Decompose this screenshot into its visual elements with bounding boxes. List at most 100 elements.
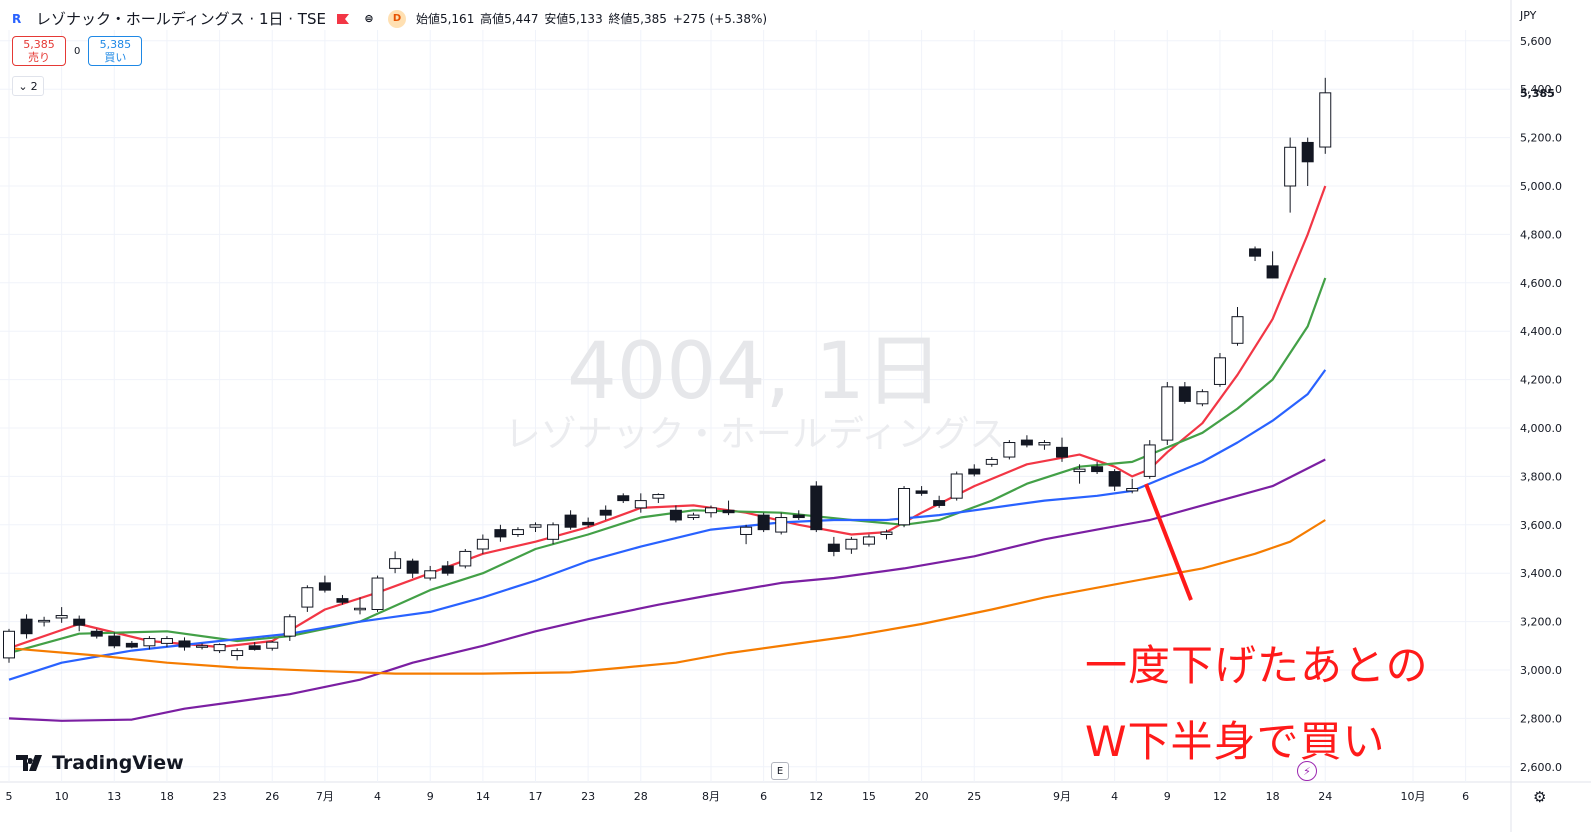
candle — [494, 524, 507, 542]
candle-body — [231, 650, 244, 656]
moving-average-line-5 — [8, 519, 1326, 675]
earnings-badge[interactable]: E — [771, 762, 789, 780]
candle-body — [389, 558, 402, 569]
gear-icon[interactable]: ⚙ — [1533, 788, 1547, 806]
sell-label: 売り — [28, 51, 50, 64]
indicators-count: 2 — [30, 79, 38, 93]
currency-label[interactable]: JPY — [1520, 9, 1537, 22]
time-tick-label: 9月 — [1053, 790, 1071, 803]
candle — [968, 464, 981, 477]
candle — [196, 643, 209, 650]
time-tick-label: 28 — [634, 790, 648, 803]
symbol-title[interactable]: レゾナック・ホールディングス · 1日 · TSE — [36, 10, 326, 28]
candle — [318, 575, 331, 593]
candle — [283, 614, 296, 641]
candle — [213, 643, 226, 654]
open-value: 始値5,161 — [415, 12, 475, 26]
candle — [1161, 382, 1174, 445]
candle-body — [266, 641, 279, 649]
sell-button[interactable]: 5,385 売り — [12, 36, 66, 66]
candle-body — [1020, 439, 1033, 446]
candle-body — [196, 645, 209, 648]
candle — [160, 636, 173, 648]
time-tick-label: 4 — [374, 790, 381, 803]
watermark-sub: レゾナック・ホールディングス — [505, 414, 1006, 455]
candle-body — [108, 635, 121, 647]
price-tick-label: 5,400.0 — [1520, 83, 1562, 96]
time-tick-label: 13 — [107, 790, 121, 803]
candle-body — [1231, 316, 1244, 344]
change-value: +275 (+5.38%) — [672, 12, 768, 26]
price-tick-label: 5,000.0 — [1520, 180, 1562, 193]
candle — [371, 575, 384, 612]
candle-body — [740, 526, 753, 535]
candle — [38, 616, 51, 627]
candle — [547, 522, 560, 545]
compare-icon[interactable]: ⊜ — [359, 9, 378, 28]
time-tick-label: 18 — [160, 790, 174, 803]
candle-body — [1108, 471, 1121, 487]
candle-body — [582, 521, 595, 526]
candle-body — [687, 514, 700, 519]
candle — [898, 486, 911, 528]
time-axis[interactable]: 5 10 13 18 23 26 7月 4 9 14 17 23 28 8月 6 12 15 20 25 9月 4 9 12… — [6, 790, 1470, 803]
candle — [1056, 437, 1068, 462]
candle — [775, 512, 788, 535]
price-tick-label: 4,400.0 — [1520, 325, 1562, 338]
candle — [1108, 469, 1121, 491]
price-axis[interactable]: 2,600.0 2,800.0 3,000.0 3,200.0 3,400.0 3,600… — [1520, 35, 1562, 774]
indicators-toggle[interactable]: ⌄ 2 — [12, 76, 44, 96]
candle-body — [1284, 146, 1297, 187]
lightning-icon[interactable]: ⚡ — [1297, 761, 1317, 781]
price-tick-label: 5,600 — [1520, 35, 1552, 48]
candle — [354, 597, 366, 615]
candle — [1249, 246, 1262, 262]
time-tick-label: 6 — [1462, 790, 1469, 803]
candle — [1020, 435, 1033, 448]
time-tick-label: 12 — [809, 790, 823, 803]
candle — [3, 628, 15, 663]
candle-body — [511, 529, 524, 535]
candle — [880, 529, 893, 540]
candle — [476, 534, 489, 554]
indicator-d-badge[interactable]: D — [387, 9, 406, 28]
candle — [20, 614, 33, 639]
brand-name: TradingView — [52, 752, 184, 774]
time-tick-label: 24 — [1318, 790, 1332, 803]
candle — [933, 495, 946, 508]
time-tick-label: 4 — [1111, 790, 1118, 803]
candle — [178, 637, 191, 651]
candle — [1126, 478, 1139, 494]
candle-body — [371, 577, 384, 610]
annotation-line-1: 一度下げたあとの — [1085, 641, 1429, 690]
candle — [564, 510, 577, 530]
last-price-label: 5,385 — [1520, 87, 1555, 100]
candle-body — [318, 582, 331, 591]
flag-icon[interactable] — [336, 13, 350, 25]
candle — [1003, 440, 1016, 460]
candle-body — [494, 529, 507, 538]
candle-body — [722, 509, 735, 514]
candle — [248, 642, 261, 651]
time-tick-label: 9 — [427, 790, 434, 803]
time-tick-label: 5 — [6, 790, 13, 803]
candle — [792, 510, 805, 520]
candle — [90, 628, 103, 639]
buy-price: 5,385 — [99, 38, 132, 51]
price-tick-label: 5,200.0 — [1520, 132, 1562, 145]
price-tick-label: 3,800.0 — [1520, 470, 1562, 483]
candle-body — [38, 619, 51, 623]
candle — [827, 536, 840, 557]
candle-body — [652, 494, 665, 499]
candle — [125, 640, 138, 649]
tradingview-logo[interactable]: TradingView — [16, 752, 184, 774]
candle-body — [827, 543, 840, 552]
buy-button[interactable]: 5,385 買い — [88, 36, 143, 66]
candle — [143, 636, 156, 650]
price-tick-label: 4,800.0 — [1520, 228, 1562, 241]
candle — [529, 522, 542, 533]
time-tick-label: 15 — [862, 790, 876, 803]
candle-body — [441, 565, 454, 574]
